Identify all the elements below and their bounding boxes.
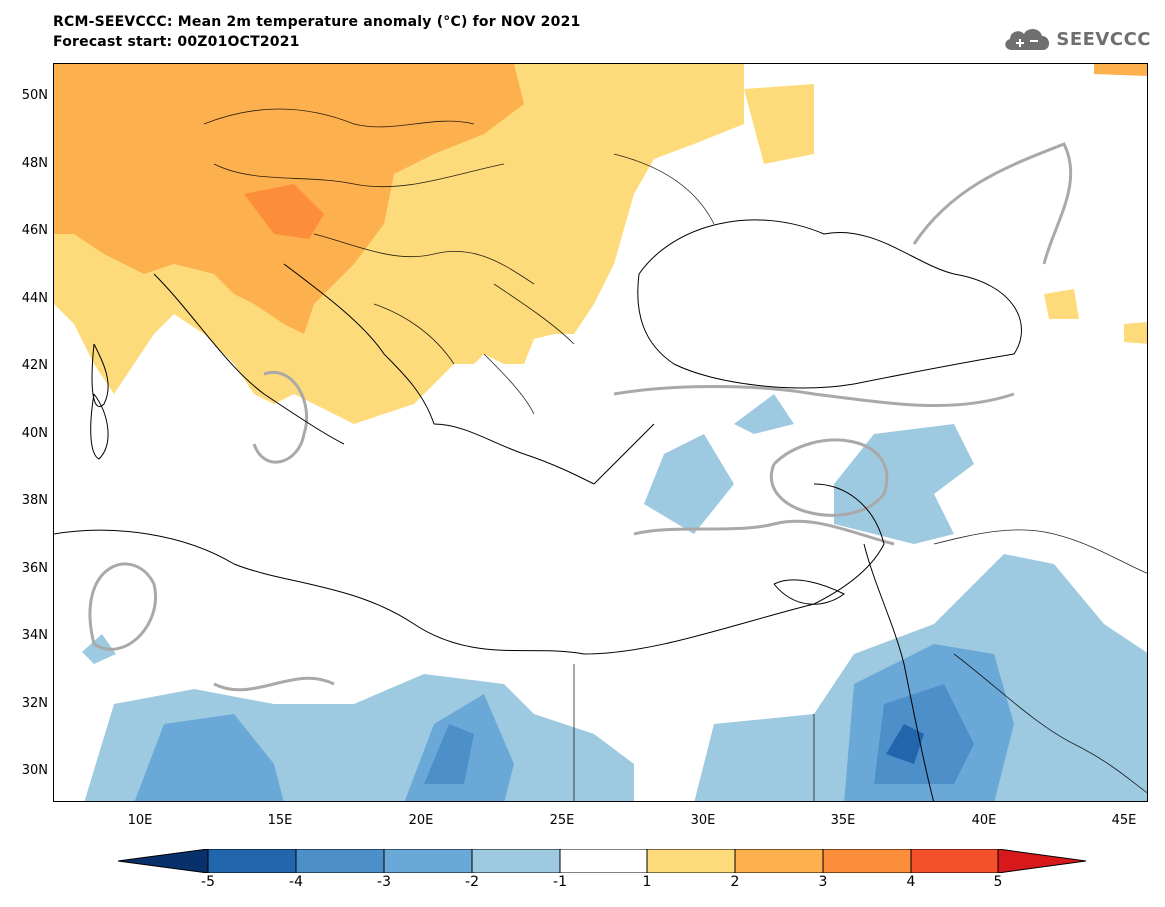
lat-tick-label: 38N — [21, 493, 48, 508]
cool-region-east-4 — [886, 724, 924, 764]
colorbar-label: -1 — [553, 874, 567, 890]
colorbar-segment — [471, 849, 561, 873]
lon-tick-label: 30E — [690, 813, 716, 828]
anomaly-map — [53, 63, 1148, 802]
map-subtitle: Forecast start: 00Z01OCT2021 — [53, 34, 300, 50]
colorbar — [118, 849, 1087, 873]
colorbar-label: 2 — [730, 874, 740, 890]
coastlines — [54, 219, 1022, 801]
colorbar-label: -5 — [201, 874, 215, 890]
colorbar-segment — [997, 849, 1087, 873]
colorbar-segment — [822, 849, 912, 873]
colorbar-segment — [559, 849, 648, 873]
colorbar-label: 3 — [818, 874, 828, 890]
lat-tick-label: 48N — [21, 156, 48, 171]
warm-region-top-right — [1094, 64, 1147, 76]
cool-region-south-2 — [134, 714, 284, 801]
colorbar-segment — [383, 849, 473, 873]
colorbar-label: -2 — [465, 874, 479, 890]
colorbar-label: 1 — [642, 874, 652, 890]
warm-region-far-east — [1124, 322, 1147, 344]
lat-tick-label: 30N — [21, 763, 48, 778]
lat-tick-label: 36N — [21, 561, 48, 576]
lon-tick-label: 40E — [971, 813, 997, 828]
lat-tick-label: 42N — [21, 358, 48, 373]
lat-tick-label: 40N — [21, 426, 48, 441]
cool-region-south-4 — [424, 724, 474, 784]
lon-tick-label: 25E — [549, 813, 575, 828]
lat-tick-label: 44N — [21, 291, 48, 306]
lat-tick-label: 32N — [21, 696, 48, 711]
colorbar-label: 4 — [906, 874, 916, 890]
cool-region-anatolia — [644, 434, 734, 534]
lon-tick-label: 15E — [267, 813, 293, 828]
cool-region-anatolia-3 — [734, 394, 794, 434]
cloud-icon — [1005, 28, 1050, 50]
lon-tick-label: 45E — [1111, 813, 1137, 828]
cool-region-libya-west — [82, 634, 116, 664]
colorbar-segment — [910, 849, 999, 873]
warm-region-east-patch — [1044, 289, 1079, 319]
lon-tick-label: 35E — [830, 813, 856, 828]
borders — [203, 108, 1147, 801]
map-title: RCM-SEEVCCC: Mean 2m temperature anomaly… — [53, 14, 581, 30]
colorbar-segment — [734, 849, 824, 873]
lon-tick-label: 20E — [408, 813, 434, 828]
warm-region-northeast — [744, 84, 814, 164]
colorbar-segment — [295, 849, 385, 873]
lon-tick-label: 10E — [127, 813, 153, 828]
cool-region-anatolia-2 — [834, 424, 974, 544]
colorbar-segment — [207, 849, 297, 873]
colorbar-label: 5 — [993, 874, 1003, 890]
colorbar-segment — [118, 849, 209, 873]
lat-tick-label: 34N — [21, 628, 48, 643]
seevccc-logo: SEEVCCC — [1002, 24, 1151, 54]
colorbar-label: -3 — [377, 874, 391, 890]
lat-tick-label: 46N — [21, 223, 48, 238]
colorbar-label: -4 — [289, 874, 303, 890]
colorbar-segment — [646, 849, 736, 873]
warm-region-north-3 — [244, 184, 324, 239]
logo-text: SEEVCCC — [1056, 28, 1151, 50]
lat-tick-label: 50N — [21, 88, 48, 103]
map-canvas — [54, 64, 1147, 801]
zero-contours — [88, 142, 1073, 692]
